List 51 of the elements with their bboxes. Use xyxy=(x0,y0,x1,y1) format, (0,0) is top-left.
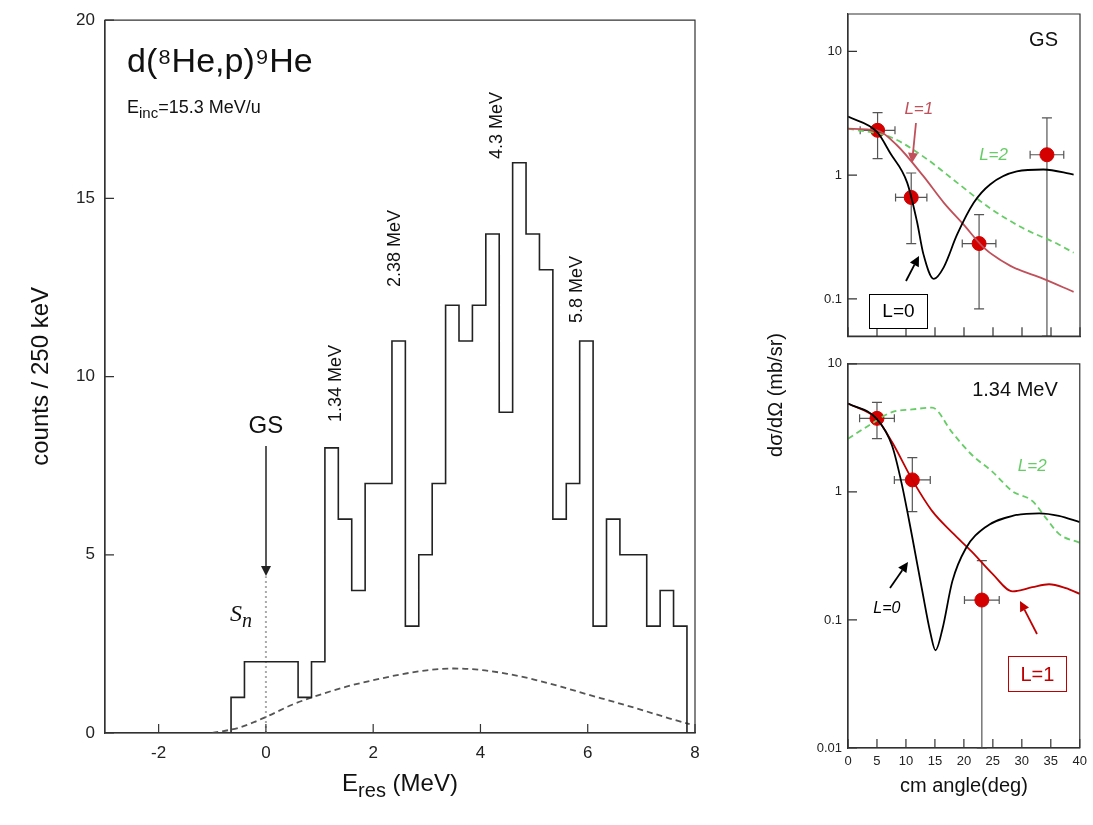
x-tick-label: -2 xyxy=(151,742,167,762)
point xyxy=(1039,147,1055,163)
annotation: L=1 xyxy=(904,98,934,119)
x-tick-label: 35 xyxy=(1043,753,1059,769)
y-tick-label: 1 xyxy=(834,166,842,182)
y-axis-title: dσ/dΩ (mb/sr) xyxy=(764,333,786,457)
x-tick-label: 20 xyxy=(956,753,972,769)
annotation: 5.8 MeV xyxy=(566,255,587,323)
x-tick-label: 40 xyxy=(1072,753,1087,769)
text: GS xyxy=(1029,28,1058,50)
y-tick-label: 0.1 xyxy=(823,290,842,306)
x-tick-label: 0 xyxy=(261,742,271,762)
annotation: L=2 xyxy=(1017,456,1047,477)
annotation: L=2 xyxy=(979,145,1008,166)
y-axis-title: counts / 250 keV xyxy=(25,287,54,466)
annotation: 2.38 MeV xyxy=(383,210,405,288)
x-tick-label: 8 xyxy=(690,742,700,762)
x-axis-title: cm angle(deg) xyxy=(899,774,1028,796)
y-tick-label: 20 xyxy=(76,9,95,29)
y-tick-label: 10 xyxy=(827,355,842,371)
annotation: L=1 xyxy=(1007,655,1068,692)
text: E$_{inc}$=15.3 MeV/u xyxy=(127,97,261,122)
y-tick-label: 15 xyxy=(76,188,95,208)
x-tick-label: 10 xyxy=(898,753,914,769)
annotation: GS xyxy=(248,410,284,439)
x-tick-label: 2 xyxy=(368,742,378,762)
annotation: 1.34 MeV xyxy=(324,345,346,423)
annotation: L=0 xyxy=(873,599,901,617)
text: 1.34 MeV xyxy=(972,377,1058,400)
x-axis-title: E$_{res}$ (MeV) xyxy=(342,768,458,801)
line-series xyxy=(848,406,1080,544)
x-tick-label: 5 xyxy=(873,753,881,769)
x-tick-label: 6 xyxy=(582,742,593,762)
annotation: L=0 xyxy=(869,294,928,329)
y-tick-label: 10 xyxy=(76,366,95,386)
x-tick-label: 0 xyxy=(844,753,852,769)
point xyxy=(974,592,990,608)
x-tick-label: 4 xyxy=(475,742,486,762)
text: d(⁸He,p)⁹He xyxy=(127,41,313,80)
y-tick-label: 0 xyxy=(85,722,95,742)
y-tick-label: 5 xyxy=(85,544,95,564)
ref-line-label: S$_{n}$ xyxy=(229,599,252,631)
y-tick-label: 0.01 xyxy=(816,739,842,755)
y-tick-label: 0.1 xyxy=(823,611,842,627)
x-tick-label: 15 xyxy=(927,753,943,769)
y-tick-label: 10 xyxy=(827,42,842,58)
y-tick-label: 1 xyxy=(834,483,842,499)
x-tick-label: 25 xyxy=(985,753,1001,769)
annotation: 4.3 MeV xyxy=(485,91,507,159)
x-tick-label: 30 xyxy=(1014,753,1030,769)
line-series xyxy=(848,402,1080,652)
